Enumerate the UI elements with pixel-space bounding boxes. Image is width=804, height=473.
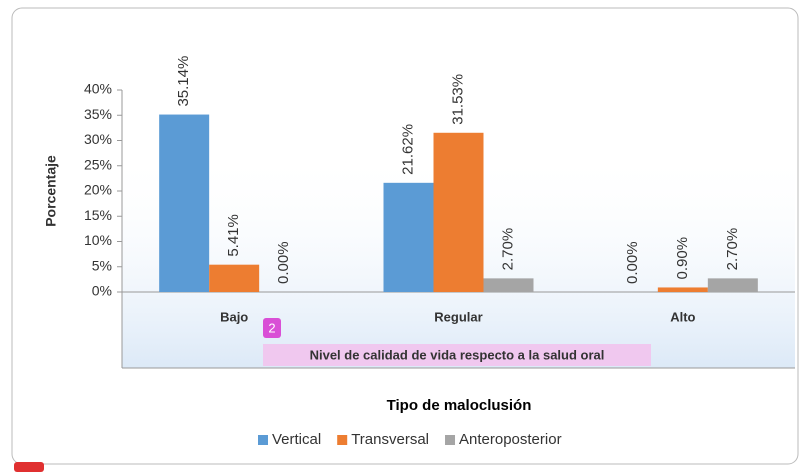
y-tick-label: 15%: [84, 207, 112, 223]
data-label: 5.41%: [225, 214, 242, 257]
data-label: 0.00%: [275, 241, 292, 284]
legend-label: Vertical: [272, 431, 321, 448]
y-tick-label: 10%: [84, 232, 112, 248]
annotation-badge: [263, 318, 281, 338]
label-highlight: [263, 344, 651, 366]
annotation: 2: [268, 320, 275, 335]
y-tick-label: 35%: [84, 106, 112, 122]
y-axis-label: Porcentaje: [43, 155, 59, 227]
data-label: 0.90%: [674, 237, 691, 280]
data-label: 21.62%: [399, 124, 416, 175]
bar: [707, 278, 758, 292]
legend-swatch: [445, 435, 456, 445]
bar: [209, 264, 260, 292]
bar: [657, 287, 708, 292]
y-tick-label: 20%: [84, 182, 112, 198]
data-label: 0.00%: [624, 241, 641, 284]
data-label: 2.70%: [499, 228, 516, 271]
legend-label: Transversal: [351, 431, 429, 448]
legend-swatch: [337, 435, 348, 445]
x-tick-label: Regular: [434, 309, 482, 324]
x-tick-label: Bajo: [220, 309, 248, 324]
y-tick-label: 40%: [84, 81, 112, 97]
x-tick-label: Alto: [670, 309, 695, 324]
data-label: 35.14%: [175, 56, 192, 107]
bar: [433, 132, 484, 292]
badge: [14, 462, 44, 472]
data-label: 2.70%: [724, 228, 741, 271]
y-tick-label: 30%: [84, 131, 112, 147]
legend-label: Anteroposterior: [459, 431, 562, 448]
bar: [383, 182, 434, 292]
y-tick-label: 5%: [92, 257, 112, 273]
data-label: 31.53%: [449, 74, 466, 125]
bar: [159, 114, 210, 292]
y-tick-label: 0%: [92, 283, 112, 299]
x-axis-label: Nivel de calidad de vida respecto a la s…: [310, 347, 605, 362]
y-tick-label: 25%: [84, 156, 112, 172]
chart-title: Tipo de maloclusión: [387, 397, 532, 414]
bar: [483, 278, 534, 292]
legend-swatch: [258, 435, 268, 445]
